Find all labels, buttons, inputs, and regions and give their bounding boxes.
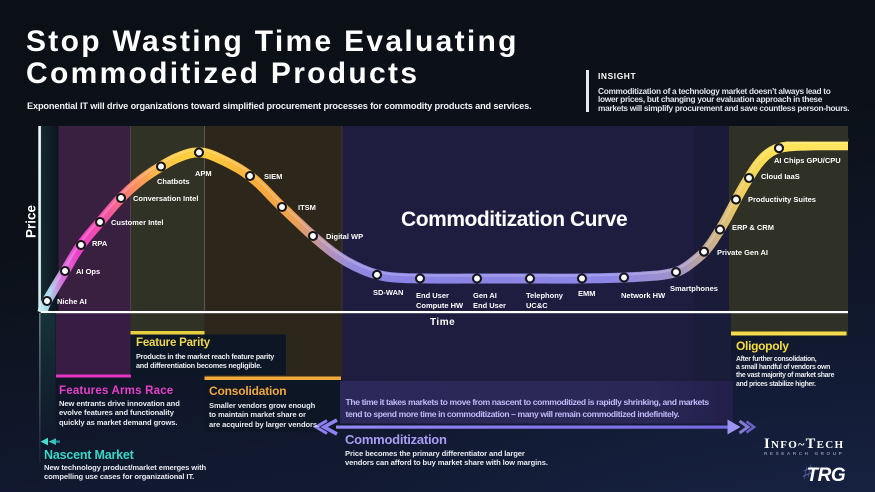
svg-text:Niche AI: Niche AI	[57, 297, 87, 306]
svg-text:SD-WAN: SD-WAN	[373, 288, 403, 297]
svg-text:Compute HW: Compute HW	[416, 301, 464, 310]
svg-text:Digital WP: Digital WP	[326, 232, 363, 241]
svg-text:Customer Intel: Customer Intel	[111, 218, 164, 227]
svg-text:AI Ops: AI Ops	[76, 267, 100, 276]
svg-text:EMM: EMM	[578, 289, 596, 298]
svg-text:SIEM: SIEM	[264, 172, 282, 181]
svg-text:Gen AI: Gen AI	[473, 291, 497, 300]
svg-text:End User: End User	[473, 301, 506, 310]
svg-text:UC&C: UC&C	[526, 301, 548, 310]
svg-text:ITSM: ITSM	[298, 203, 316, 212]
svg-text:Telephony: Telephony	[526, 291, 564, 300]
svg-text:RPA: RPA	[92, 239, 108, 248]
svg-text:ERP & CRM: ERP & CRM	[732, 223, 774, 232]
svg-text:AI Chips GPU/CPU: AI Chips GPU/CPU	[774, 156, 841, 165]
svg-text:Network HW: Network HW	[621, 291, 666, 300]
svg-text:End User: End User	[416, 291, 449, 300]
svg-text:Cloud IaaS: Cloud IaaS	[761, 172, 800, 181]
svg-text:Conversation Intel: Conversation Intel	[133, 194, 198, 203]
svg-text:Productivity Suites: Productivity Suites	[748, 195, 816, 204]
svg-text:Smartphones: Smartphones	[670, 284, 718, 293]
svg-text:Chatbots: Chatbots	[157, 177, 190, 186]
svg-text:APM: APM	[195, 169, 212, 178]
svg-text:Private Gen AI: Private Gen AI	[717, 248, 768, 257]
